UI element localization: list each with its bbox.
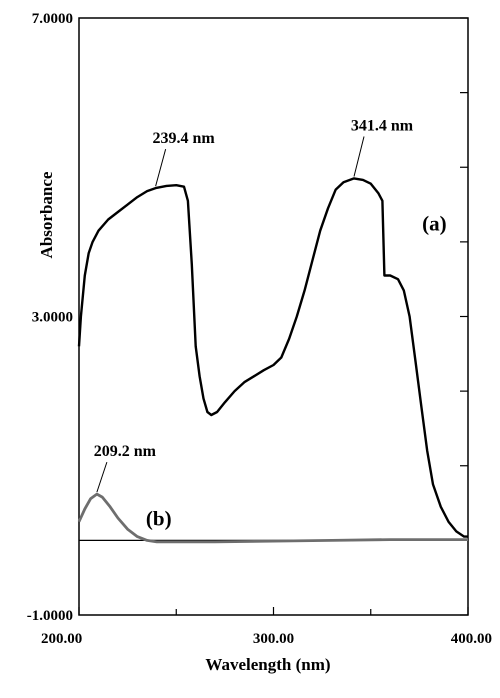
x-tick-label: 200.00: [41, 631, 82, 647]
curve-label-a: (a): [422, 212, 447, 236]
series-line-b: [77, 492, 468, 544]
x-tick-label: 400.00: [451, 631, 492, 647]
x-axis-title: Wavelength (nm): [205, 655, 330, 674]
peak-annotation: 341.4 nm: [351, 117, 414, 134]
series-group: [77, 177, 468, 544]
series-line-a: [77, 177, 468, 538]
peak-leader-line: [155, 149, 167, 187]
peak-annotation: 239.4 nm: [153, 130, 216, 147]
axes-group: 7.0000 3.0000 -1.0000 200.00 300.00 400.00: [27, 11, 492, 647]
y-axis-title: Absorbance: [37, 171, 56, 258]
y-tick-label: -1.0000: [27, 608, 73, 624]
y-tick-label: 7.0000: [32, 11, 73, 27]
peak-leader-line: [96, 461, 108, 493]
peak-annotation: 209.2 nm: [94, 443, 157, 460]
x-tick-label: 300.00: [253, 631, 294, 647]
annotations-group: 239.4 nm 341.4 nm 209.2 nm (a) (b): [94, 117, 447, 530]
y-tick-label: 3.0000: [32, 310, 73, 326]
peak-leader-line: [353, 136, 365, 177]
curve-label-b: (b): [146, 506, 172, 530]
